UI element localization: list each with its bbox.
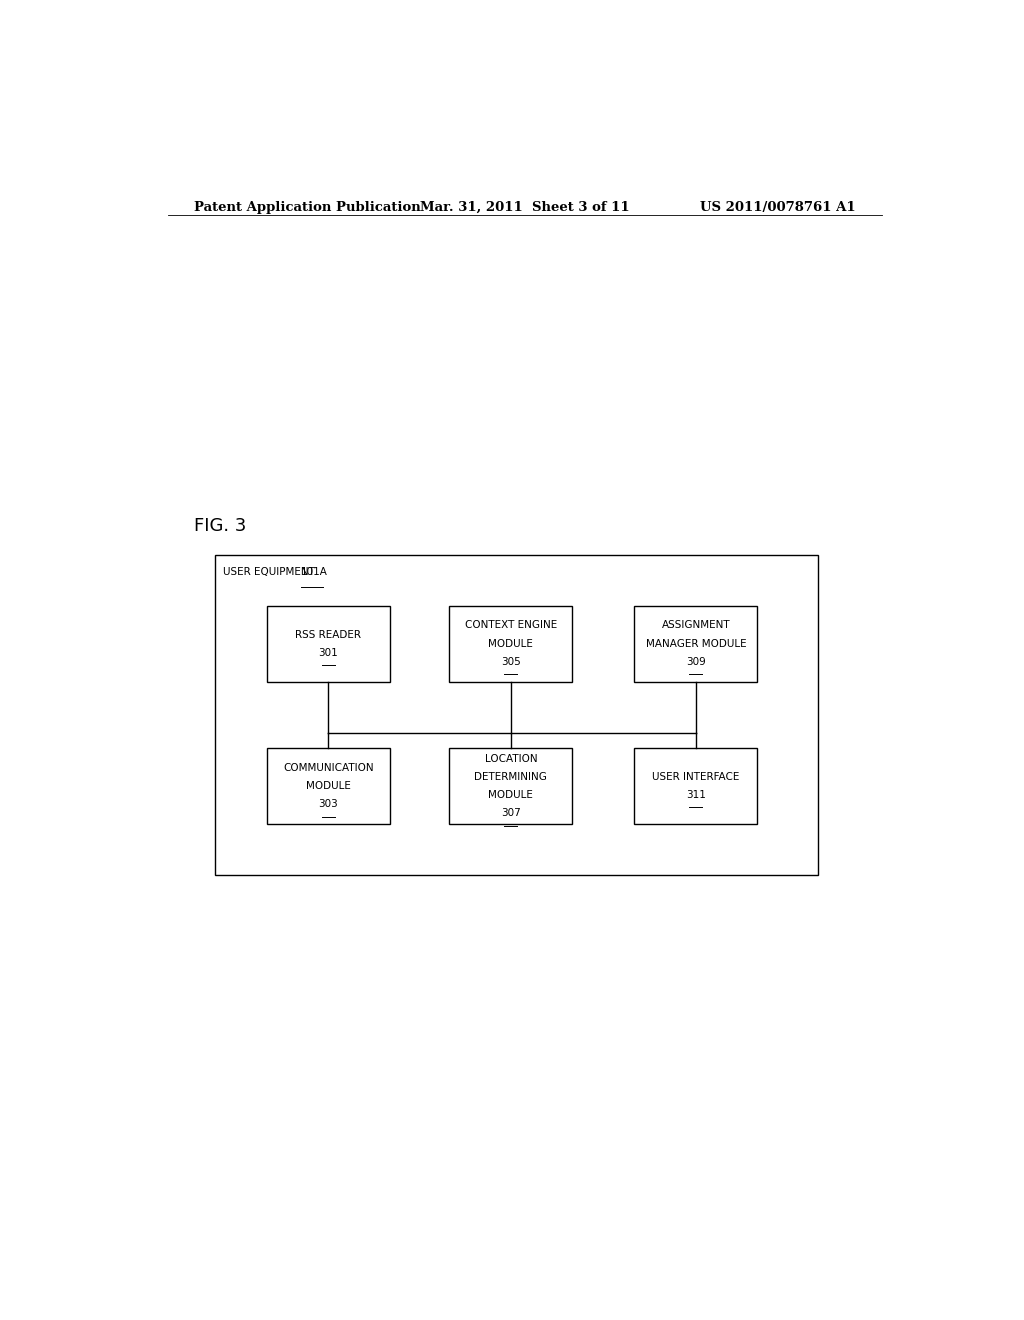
Text: MODULE: MODULE bbox=[488, 639, 534, 648]
Text: FIG. 3: FIG. 3 bbox=[194, 517, 246, 536]
Text: US 2011/0078761 A1: US 2011/0078761 A1 bbox=[700, 201, 856, 214]
Text: RSS READER: RSS READER bbox=[295, 630, 361, 640]
Text: USER EQUIPMENT: USER EQUIPMENT bbox=[223, 568, 318, 577]
Text: MANAGER MODULE: MANAGER MODULE bbox=[645, 639, 746, 648]
Text: 305: 305 bbox=[501, 657, 521, 667]
Text: MODULE: MODULE bbox=[306, 781, 351, 791]
Bar bbox=[450, 606, 572, 682]
Text: Mar. 31, 2011  Sheet 3 of 11: Mar. 31, 2011 Sheet 3 of 11 bbox=[420, 201, 630, 214]
Bar bbox=[267, 748, 390, 824]
Text: DETERMINING: DETERMINING bbox=[474, 772, 548, 781]
Text: 303: 303 bbox=[318, 800, 338, 809]
Bar bbox=[634, 606, 758, 682]
Text: CONTEXT ENGINE: CONTEXT ENGINE bbox=[465, 620, 557, 631]
Text: MODULE: MODULE bbox=[488, 791, 534, 800]
Bar bbox=[215, 554, 818, 875]
Text: Patent Application Publication: Patent Application Publication bbox=[194, 201, 421, 214]
Text: 101A: 101A bbox=[301, 568, 328, 577]
Bar bbox=[450, 748, 572, 824]
Text: ASSIGNMENT: ASSIGNMENT bbox=[662, 620, 730, 631]
Text: COMMUNICATION: COMMUNICATION bbox=[283, 763, 374, 772]
Bar bbox=[634, 748, 758, 824]
Text: 307: 307 bbox=[501, 808, 521, 818]
Text: 311: 311 bbox=[686, 791, 706, 800]
Text: LOCATION: LOCATION bbox=[484, 754, 538, 763]
Text: USER INTERFACE: USER INTERFACE bbox=[652, 772, 739, 781]
Bar bbox=[267, 606, 390, 682]
Text: 309: 309 bbox=[686, 657, 706, 667]
Text: 301: 301 bbox=[318, 648, 338, 657]
